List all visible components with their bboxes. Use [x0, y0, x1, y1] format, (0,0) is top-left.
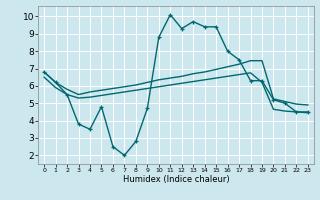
X-axis label: Humidex (Indice chaleur): Humidex (Indice chaleur): [123, 175, 229, 184]
